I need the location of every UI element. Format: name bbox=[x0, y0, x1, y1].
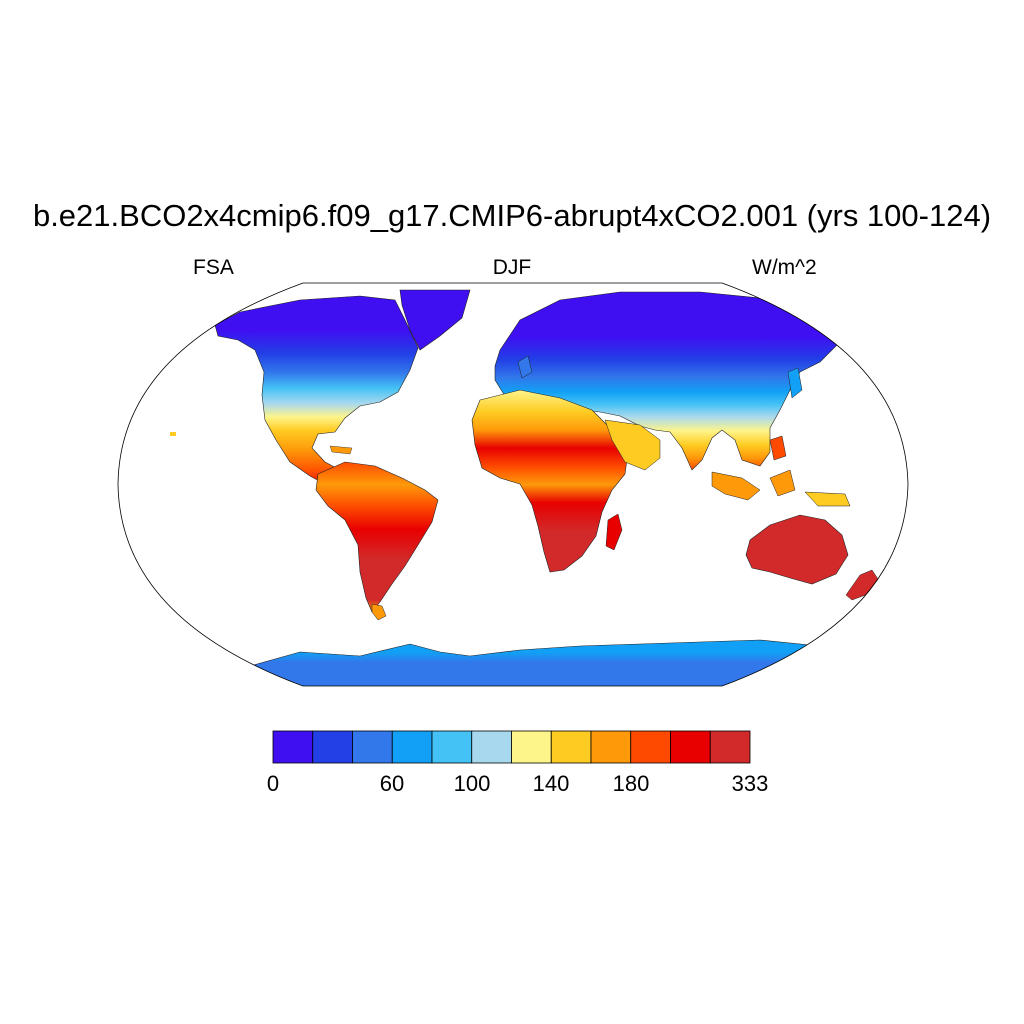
plot-title: b.e21.BCO2x4cmip6.f09_g17.CMIP6-abrupt4x… bbox=[32, 198, 992, 233]
variable-label: FSA bbox=[193, 256, 234, 279]
colorbar-swatch bbox=[352, 730, 393, 764]
colorbar-swatch bbox=[312, 730, 353, 764]
colorbar-tick-label: 180 bbox=[612, 771, 650, 796]
season-label: DJF bbox=[492, 256, 532, 279]
map-border bbox=[117, 282, 909, 687]
colorbar-swatch bbox=[630, 730, 671, 764]
colorbar-tick-label: 140 bbox=[532, 771, 570, 796]
colorbar-swatch bbox=[550, 730, 592, 764]
arabia bbox=[604, 419, 661, 471]
hawaii bbox=[170, 432, 176, 436]
australia bbox=[745, 514, 849, 585]
colorbar-swatch bbox=[709, 730, 751, 764]
greenland bbox=[399, 289, 471, 351]
new-zealand bbox=[845, 569, 881, 601]
uk-ireland bbox=[517, 355, 533, 379]
colorbar-swatch bbox=[670, 730, 711, 764]
colorbar-swatch bbox=[511, 730, 552, 764]
colorbar-swatch bbox=[272, 730, 314, 764]
colorbar-tick-label: 100 bbox=[453, 771, 491, 796]
colorbar-swatch bbox=[391, 730, 433, 764]
maritime-continent bbox=[711, 471, 761, 501]
south-america bbox=[315, 461, 439, 613]
colorbar bbox=[272, 730, 751, 764]
colorbar-swatch bbox=[471, 730, 512, 764]
africa bbox=[471, 389, 629, 573]
caribbean bbox=[329, 445, 353, 455]
colorbar-tick-label: 333 bbox=[731, 771, 769, 796]
colorbar-swatch bbox=[431, 730, 473, 764]
land-fill bbox=[170, 289, 881, 686]
colorbar-swatch bbox=[590, 730, 632, 764]
tierra-del-fuego bbox=[371, 603, 387, 621]
madagascar bbox=[605, 513, 623, 551]
north-america bbox=[214, 295, 419, 489]
colorbar-tick-label: 0 bbox=[266, 771, 280, 796]
colorbar-tick-label: 60 bbox=[379, 771, 405, 796]
units-label: W/m^2 bbox=[752, 256, 817, 279]
antarctica bbox=[239, 639, 881, 686]
japan bbox=[787, 367, 803, 399]
